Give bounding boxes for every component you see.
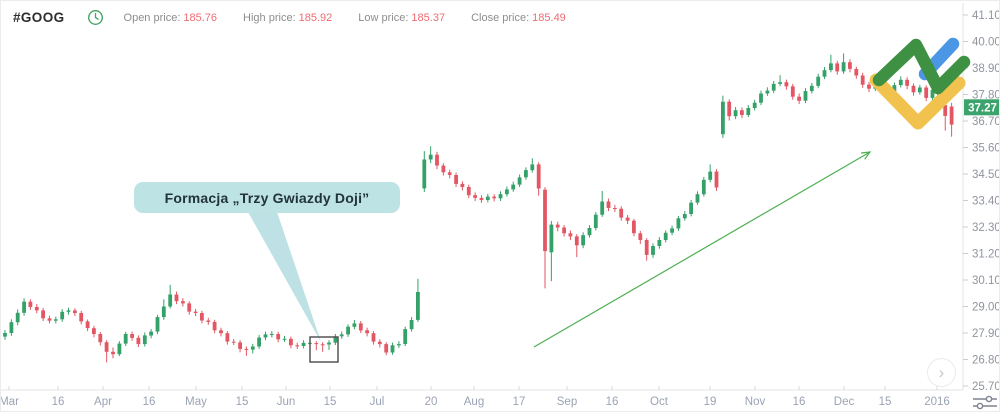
- litefinance-brand-logo-icon: [869, 37, 971, 130]
- doji-pattern-box: [309, 336, 339, 363]
- svg-text:35.60: 35.60: [972, 143, 1000, 155]
- close-price-label: Close price:: [471, 11, 530, 24]
- open-price-label: Open price:: [123, 11, 181, 24]
- chart-settings-sliders-icon[interactable]: [972, 395, 998, 410]
- candles-layer: [3, 53, 954, 363]
- svg-text:27.90: 27.90: [972, 328, 1000, 340]
- callout-tail: [248, 212, 321, 342]
- high-price: High price: 185.92: [243, 12, 332, 24]
- svg-text:Sep: Sep: [557, 396, 577, 408]
- svg-text:16: 16: [793, 396, 806, 408]
- chart-header: #GOOG Open price: 185.76 High price: 185.9…: [13, 9, 592, 26]
- svg-text:15: 15: [324, 396, 337, 408]
- low-price-label: Low price:: [358, 11, 409, 24]
- svg-text:41.10: 41.10: [972, 10, 1000, 22]
- svg-text:36.70: 36.70: [972, 116, 1000, 128]
- svg-text:33.40: 33.40: [972, 196, 1000, 208]
- svg-text:20: 20: [425, 396, 438, 408]
- svg-text:Dec: Dec: [834, 396, 855, 408]
- svg-text:2016: 2016: [924, 396, 950, 408]
- svg-text:30.10: 30.10: [972, 275, 1000, 287]
- high-price-value: 185.92: [298, 11, 333, 24]
- close-price-value: 185.49: [532, 11, 566, 24]
- svg-text:16: 16: [143, 396, 156, 408]
- svg-text:Mar: Mar: [1, 396, 19, 408]
- pattern-annotation-callout: Formacja „Trzy Gwiazdy Doji”: [134, 182, 400, 213]
- low-price-value: 185.37: [411, 11, 446, 24]
- high-price-label: High price:: [243, 11, 296, 24]
- svg-text:40.00: 40.00: [972, 37, 1000, 49]
- svg-text:15: 15: [879, 396, 892, 408]
- svg-text:Nov: Nov: [745, 396, 766, 408]
- svg-text:Oct: Oct: [650, 396, 669, 408]
- svg-text:16: 16: [606, 396, 619, 408]
- svg-text:38.90: 38.90: [972, 63, 1000, 75]
- svg-text:Aug: Aug: [464, 396, 484, 408]
- x-axis: Mar 16 Apr 16 May 15 Jun 15 Jul 20 Aug 17 Sep 16 Oct 19…: [1, 386, 950, 408]
- open-price: Open price: 185.76: [124, 12, 218, 24]
- svg-text:Apr: Apr: [94, 396, 112, 408]
- svg-text:16: 16: [52, 396, 65, 408]
- uptrend-arrow: [533, 151, 872, 348]
- svg-text:32.30: 32.30: [972, 222, 1000, 234]
- close-price: Close price: 185.49: [471, 12, 566, 24]
- svg-text:19: 19: [704, 396, 717, 408]
- svg-text:25.70: 25.70: [972, 381, 1000, 393]
- last-price-badge: 37.27: [964, 99, 999, 116]
- open-price-value: 185.76: [183, 11, 218, 24]
- svg-text:Jul: Jul: [370, 396, 385, 408]
- scroll-right-button[interactable]: ›: [927, 358, 956, 387]
- svg-text:29.00: 29.00: [972, 302, 1000, 314]
- svg-text:May: May: [185, 396, 207, 408]
- symbol-title: #GOOG: [13, 10, 65, 25]
- svg-text:34.50: 34.50: [972, 169, 1000, 181]
- svg-text:15: 15: [236, 396, 249, 408]
- svg-text:Jun: Jun: [277, 396, 296, 408]
- logo-green-zigzag: [872, 38, 971, 95]
- svg-text:37.80: 37.80: [972, 90, 1000, 102]
- low-price: Low price: 185.37: [358, 12, 445, 24]
- svg-text:31.20: 31.20: [972, 249, 1000, 261]
- svg-text:26.80: 26.80: [972, 355, 1000, 367]
- logo-yellow-check: [869, 73, 966, 130]
- y-axis: 41.10 40.00 38.90 37.80 36.70 35.60 34.50 33.40…: [963, 10, 1000, 393]
- clock-icon[interactable]: [87, 9, 104, 26]
- svg-text:37.27: 37.27: [968, 102, 997, 114]
- svg-text:17: 17: [513, 396, 526, 408]
